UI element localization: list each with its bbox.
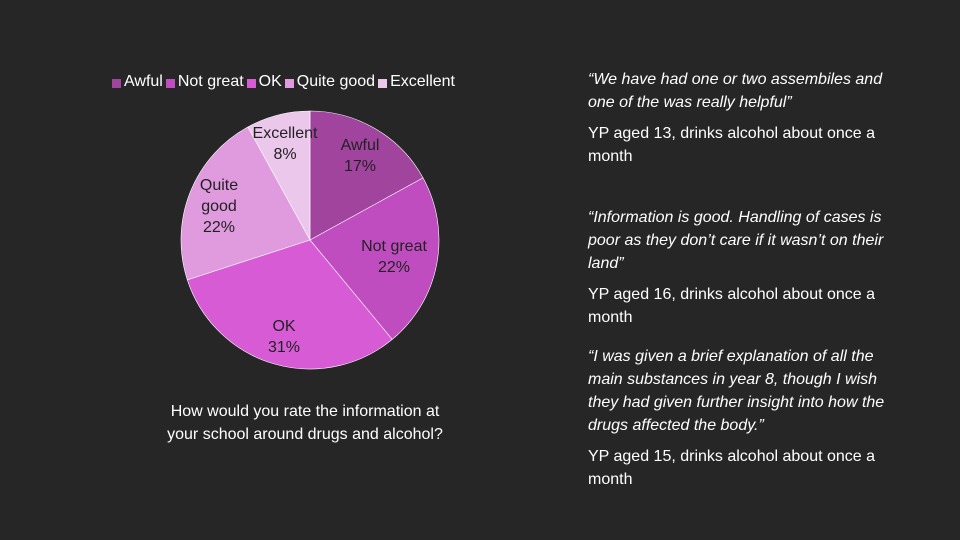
quote-2-line-3: land”	[588, 255, 624, 272]
pie-label-not-great-line-2: 22%	[378, 259, 410, 276]
quote-block-2: “Information is good. Handling of cases …	[588, 206, 938, 329]
quote-3-line-1: “I was given a brief explanation of all …	[588, 348, 874, 365]
pie-label-awful-line-1: Awful	[341, 137, 380, 154]
pie-slice-excellent	[247, 110, 311, 241]
legend-swatch-excellent	[378, 78, 388, 88]
legend-swatch-awful	[112, 78, 121, 88]
pie-label-not-great: Not great 22%	[361, 238, 427, 276]
quote-attribution-1: YP aged 13, drinks alcohol about once a …	[588, 122, 938, 168]
quote-3-line-3: they had given further insight into how …	[588, 394, 885, 411]
quote-3-line-4: drugs affected the body.”	[588, 417, 764, 434]
legend-label-excellent: Excellent	[390, 73, 455, 90]
legend-swatch-ok	[246, 78, 256, 88]
chart-legend: Awful Not great OK Quite good Excellent	[112, 73, 458, 91]
legend-label-quite-good: Quite good	[296, 73, 376, 90]
pie-slice-quite-good	[180, 126, 311, 281]
pie-slice-not-great	[309, 177, 440, 340]
pie-label-quite-good-line-1: Quite	[200, 177, 238, 194]
pie-label-excellent-line-1: Excellent	[253, 125, 318, 142]
pie-slice-awful	[309, 110, 424, 241]
legend-label-ok: OK	[258, 73, 282, 90]
pie-label-quite-good-line-2: good	[201, 198, 237, 215]
quote-2-line-2: poor as they don’t care if it wasn’t on …	[588, 232, 884, 249]
pie-label-excellent-line-2: 8%	[273, 146, 296, 163]
pie-label-not-great-line-1: Not great	[361, 238, 427, 255]
quote-text-1: “We have had one or two assembiles and o…	[588, 68, 938, 114]
legend-item-excellent: Excellent	[378, 73, 455, 91]
quote-2-attr-line-1: YP aged 16, drinks alcohol about once a	[588, 286, 876, 303]
quote-1-attr-line-1: YP aged 13, drinks alcohol about once a	[588, 125, 876, 142]
chart-caption-line-2: your school around drugs and alcohol?	[167, 426, 443, 443]
quote-3-attr-line-2: month	[588, 471, 633, 488]
quote-1-line-2: one of the was really helpful”	[588, 94, 792, 111]
pie-label-awful: Awful 17%	[341, 137, 380, 175]
legend-swatch-quite-good	[284, 78, 294, 88]
pie-label-ok-line-2: 31%	[268, 339, 300, 356]
pie-label-ok: OK 31%	[268, 318, 300, 356]
quote-text-3: “I was given a brief explanation of all …	[588, 345, 938, 437]
quote-3-line-2: main substances in year 8, though I wish	[588, 371, 878, 388]
quote-2-attr-line-2: month	[588, 309, 633, 326]
pie-label-quite-good: Quite good 22%	[200, 177, 238, 236]
chart-caption: How would you rate the information at yo…	[140, 400, 470, 446]
chart-caption-line-1: How would you rate the information at	[170, 403, 440, 420]
quote-1-attr-line-2: month	[588, 148, 633, 165]
quote-block-3: “I was given a brief explanation of all …	[588, 345, 938, 491]
quote-3-attr-line-1: YP aged 15, drinks alcohol about once a	[588, 448, 876, 465]
pie-label-ok-line-1: OK	[272, 318, 295, 335]
quote-attribution-2: YP aged 16, drinks alcohol about once a …	[588, 283, 938, 329]
quote-2-line-1: “Information is good. Handling of cases …	[588, 209, 882, 226]
quote-block-1: “We have had one or two assembiles and o…	[588, 68, 938, 168]
quote-attribution-3: YP aged 15, drinks alcohol about once a …	[588, 445, 938, 491]
quote-text-2: “Information is good. Handling of cases …	[588, 206, 938, 275]
pie-slice-ok	[186, 239, 393, 370]
legend-item-quite-good: Quite good	[284, 73, 376, 91]
quotes-column: “We have had one or two assembiles and o…	[588, 68, 938, 491]
legend-swatch-not-great	[165, 78, 175, 88]
pie-label-quite-good-line-3: 22%	[203, 219, 235, 236]
legend-item-not-great: Not great	[165, 73, 244, 91]
legend-item-awful: Awful	[112, 73, 163, 91]
pie-label-excellent: Excellent 8%	[253, 125, 318, 163]
quote-1-line-1: “We have had one or two assembiles and	[588, 71, 883, 88]
legend-label-not-great: Not great	[177, 73, 244, 90]
legend-item-ok: OK	[246, 73, 282, 91]
pie-label-awful-line-2: 17%	[344, 158, 376, 175]
legend-label-awful: Awful	[124, 73, 163, 90]
